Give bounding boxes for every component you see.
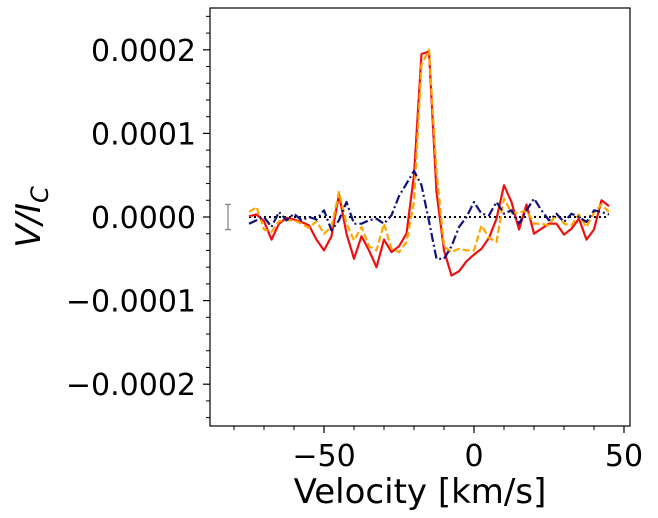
series-orange-line (248, 48, 610, 254)
y-tick-label: 0.0000 (91, 201, 196, 236)
y-axis-title: V/IC (9, 186, 54, 248)
y-tick-label: 0.0002 (91, 34, 196, 69)
y-axis-title-main: V/I (9, 203, 49, 248)
y-tick-label: −0.0001 (66, 285, 196, 320)
x-axis-title: Velocity [km/s] (294, 472, 547, 512)
axis-ticks: −50 0 50 0.0002 0.0001 0.0000 −0.0001 −0.0002 (66, 15, 643, 474)
x-tick-label: 50 (605, 439, 643, 474)
plot-lines (225, 48, 610, 277)
series-red-line (248, 50, 610, 277)
y-tick-label: 0.0001 (91, 117, 196, 152)
y-axis-title-sub: C (26, 186, 54, 203)
x-tick-label: 0 (464, 439, 483, 474)
y-tick-label: −0.0002 (66, 368, 196, 403)
series-navy-line (248, 169, 610, 260)
x-tick-label: −50 (292, 439, 355, 474)
